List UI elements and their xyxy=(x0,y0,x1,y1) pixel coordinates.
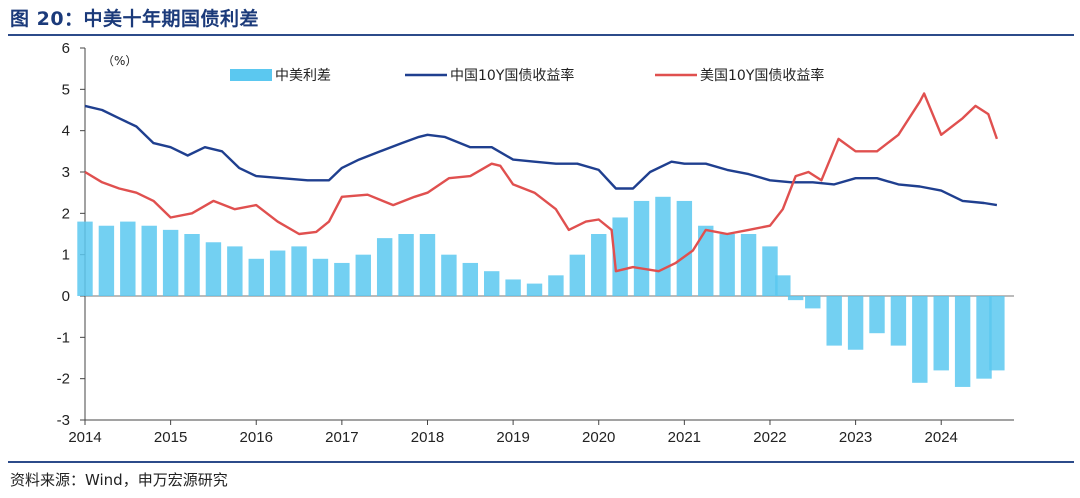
yield-lines xyxy=(84,92,999,273)
spread-bar xyxy=(633,200,650,296)
unit-label: （%） xyxy=(102,54,137,68)
y-tick-label: -1 xyxy=(57,329,70,346)
spread-bar xyxy=(291,246,307,296)
source-note: 资料来源：Wind，申万宏源研究 xyxy=(10,471,228,489)
spread-bar xyxy=(505,279,521,296)
x-tick-label: 2019 xyxy=(496,429,529,446)
top-rule xyxy=(8,34,1074,36)
spread-bar xyxy=(184,234,200,296)
x-tick-label: 2020 xyxy=(582,429,615,446)
y-tick-label: 5 xyxy=(62,81,70,98)
spread-bar xyxy=(569,254,586,296)
x-tick-label: 2018 xyxy=(411,429,444,446)
x-tick-label: 2017 xyxy=(325,429,358,446)
spread-bar xyxy=(227,246,243,296)
spread-bar xyxy=(355,254,371,296)
spread-bar xyxy=(483,271,500,296)
spread-bar xyxy=(740,234,757,296)
spread-bar xyxy=(989,296,1005,371)
spread-bar xyxy=(698,225,714,296)
legend-spread-label: 中美利差 xyxy=(275,68,331,84)
y-tick-label: -3 xyxy=(57,412,70,429)
legend: 中美利差 中国10Y国债收益率 美国10Y国债收益率 xyxy=(230,67,824,84)
spread-bar xyxy=(655,196,671,296)
spread-bar xyxy=(826,296,842,346)
spread-bar xyxy=(77,221,93,296)
spread-bar xyxy=(762,246,778,296)
y-tick-label: 6 xyxy=(62,40,70,57)
legend-spread-swatch xyxy=(230,69,272,81)
spread-bar xyxy=(205,242,222,296)
y-tick-label: 2 xyxy=(62,205,70,222)
y-tick-label: 3 xyxy=(62,164,70,181)
spread-bar xyxy=(312,258,329,296)
spread-bar xyxy=(612,217,628,296)
spread-bar xyxy=(441,254,457,296)
spread-bar xyxy=(933,296,949,371)
spread-bar xyxy=(141,225,157,296)
x-tick-label: 2022 xyxy=(753,429,786,446)
spread-bar xyxy=(912,296,928,383)
spread-bar xyxy=(719,234,735,296)
bottom-rule xyxy=(8,461,1074,463)
y-tick-label: 1 xyxy=(62,247,70,264)
x-tick-label: 2021 xyxy=(668,429,701,446)
spread-bar xyxy=(334,262,350,296)
spread-bar xyxy=(462,262,479,296)
spread-bars xyxy=(77,196,1005,387)
x-tick-label: 2015 xyxy=(154,429,187,446)
spread-bar xyxy=(548,275,564,296)
spread-bar xyxy=(775,275,791,296)
spread-bar xyxy=(805,296,821,309)
spread-bar xyxy=(98,225,115,296)
x-tick-label: 2014 xyxy=(68,429,101,446)
spread-bar xyxy=(890,296,907,346)
spread-bar xyxy=(269,250,286,296)
spread-bar xyxy=(591,234,607,296)
spread-bar xyxy=(976,296,992,379)
legend-china-label: 中国10Y国债收益率 xyxy=(450,67,574,84)
spread-bar xyxy=(398,234,414,296)
y-tick-label: 0 xyxy=(62,288,70,305)
spread-bar xyxy=(526,283,543,296)
chart-title: 图 20：中美十年期国债利差 xyxy=(10,8,260,30)
spread-bar xyxy=(847,296,864,350)
legend-us-label: 美国10Y国债收益率 xyxy=(700,67,824,84)
spread-bar xyxy=(248,258,264,296)
china-yield-line xyxy=(84,104,998,207)
y-tick-label: 4 xyxy=(62,123,70,140)
x-tick-label: 2023 xyxy=(839,429,872,446)
spread-bar xyxy=(869,296,885,334)
us-yield-line xyxy=(84,92,999,273)
spread-bar xyxy=(419,234,436,296)
spread-bar xyxy=(676,200,693,296)
spread-bar xyxy=(376,238,393,296)
x-tick-label: 2016 xyxy=(240,429,273,446)
spread-bar xyxy=(954,296,971,387)
x-tick-label: 2024 xyxy=(925,429,958,446)
spread-bar xyxy=(162,229,179,296)
spread-bar xyxy=(787,296,804,301)
spread-bar xyxy=(120,221,136,296)
y-tick-label: -2 xyxy=(57,371,70,388)
